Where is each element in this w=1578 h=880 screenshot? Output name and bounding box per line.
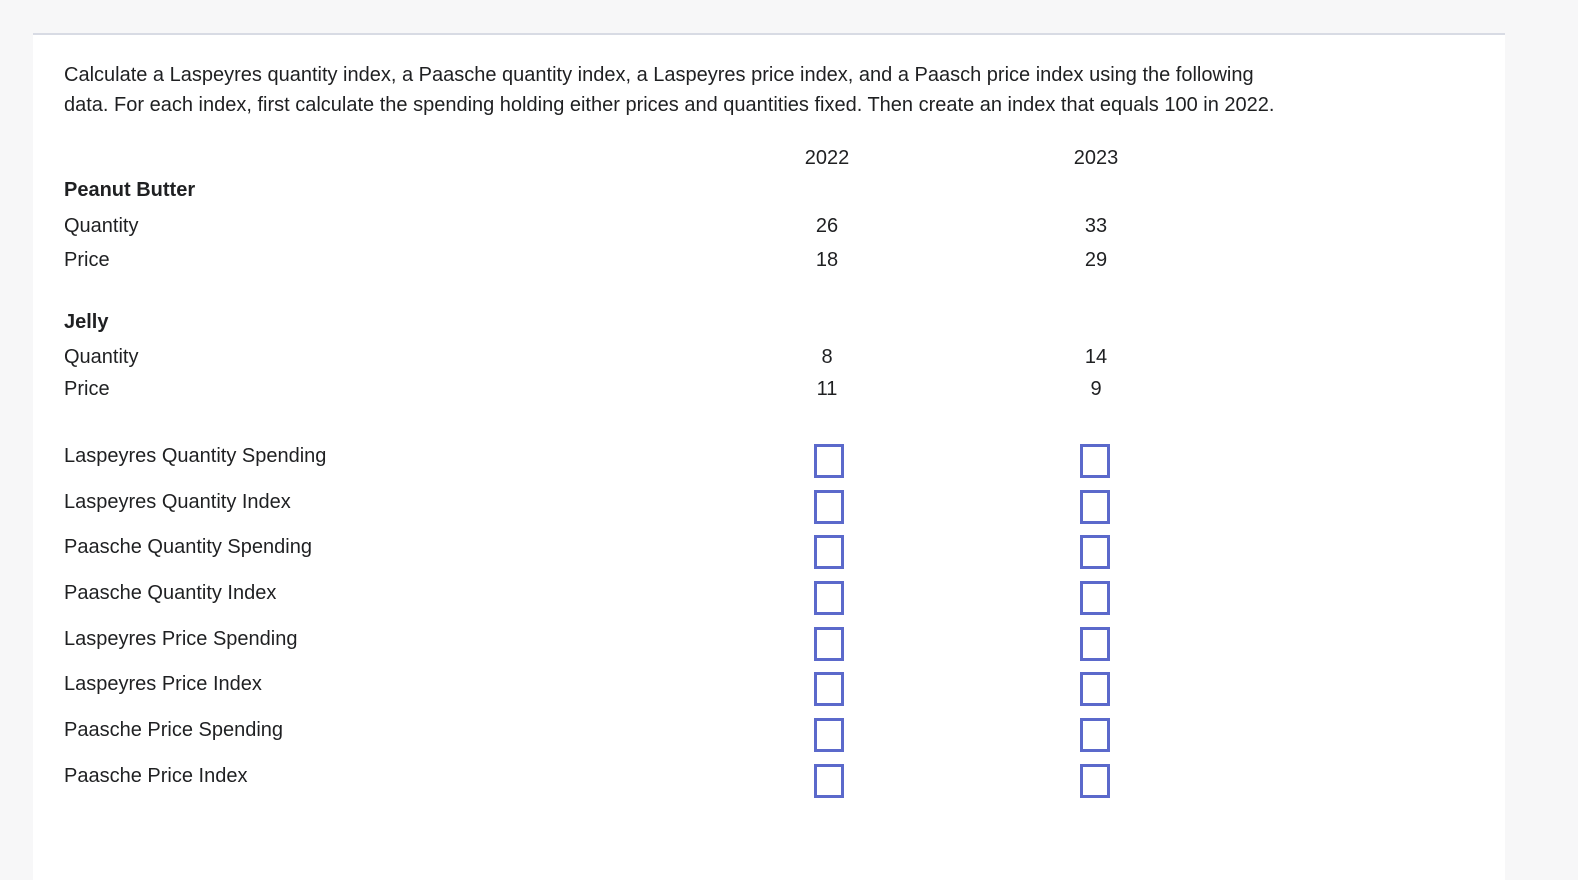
value-jelly-quantity-2023: 14 bbox=[1084, 346, 1108, 368]
answer-row-laspeyres-quantity-spending: Laspeyres Quantity Spending bbox=[64, 444, 1505, 478]
input-laspeyres-price-spending-2022[interactable] bbox=[814, 627, 844, 661]
answer-label: Paasche Quantity Spending bbox=[64, 536, 312, 558]
value-jelly-quantity-2022: 8 bbox=[821, 346, 833, 368]
value-pb-quantity-2023: 33 bbox=[1084, 215, 1108, 237]
answer-label: Paasche Price Spending bbox=[64, 719, 284, 741]
question-line-2: data. For each index, first calculate th… bbox=[64, 94, 1275, 116]
question-card: Calculate a Laspeyres quantity index, a … bbox=[33, 33, 1505, 880]
answer-label: Laspeyres Price Index bbox=[64, 673, 262, 695]
year-header-2022: 2022 bbox=[804, 147, 850, 169]
product-row-jelly: Jelly bbox=[64, 310, 1505, 334]
answer-row-laspeyres-quantity-index: Laspeyres Quantity Index bbox=[64, 490, 1505, 524]
input-paasche-price-index-2023[interactable] bbox=[1080, 764, 1110, 798]
input-paasche-price-spending-2023[interactable] bbox=[1080, 718, 1110, 752]
answer-row-paasche-price-spending: Paasche Price Spending bbox=[64, 718, 1505, 752]
answer-row-paasche-quantity-index: Paasche Quantity Index bbox=[64, 581, 1505, 615]
answer-label: Laspeyres Price Spending bbox=[64, 628, 298, 650]
input-paasche-quantity-spending-2022[interactable] bbox=[814, 535, 844, 569]
year-header-row: 2022 2023 bbox=[64, 146, 1505, 170]
input-laspeyres-price-spending-2023[interactable] bbox=[1080, 627, 1110, 661]
product-name-peanut-butter: Peanut Butter bbox=[64, 179, 196, 201]
input-laspeyres-quantity-spending-2023[interactable] bbox=[1080, 444, 1110, 478]
input-laspeyres-quantity-index-2022[interactable] bbox=[814, 490, 844, 524]
input-laspeyres-quantity-index-2023[interactable] bbox=[1080, 490, 1110, 524]
row-label-price: Price bbox=[64, 378, 110, 400]
answer-row-paasche-price-index: Paasche Price Index bbox=[64, 764, 1505, 798]
value-pb-quantity-2022: 26 bbox=[815, 215, 839, 237]
answer-label: Paasche Price Index bbox=[64, 765, 248, 787]
product-row-peanut-butter: Peanut Butter bbox=[64, 178, 1505, 202]
input-paasche-price-index-2022[interactable] bbox=[814, 764, 844, 798]
input-paasche-quantity-index-2022[interactable] bbox=[814, 581, 844, 615]
answer-row-laspeyres-price-spending: Laspeyres Price Spending bbox=[64, 627, 1505, 661]
data-row-jelly-price: Price 11 9 bbox=[64, 377, 1505, 401]
row-label-price: Price bbox=[64, 249, 110, 271]
question-line-1: Calculate a Laspeyres quantity index, a … bbox=[64, 64, 1254, 86]
input-laspeyres-price-index-2022[interactable] bbox=[814, 672, 844, 706]
value-pb-price-2022: 18 bbox=[815, 249, 839, 271]
question-text: Calculate a Laspeyres quantity index, a … bbox=[64, 60, 1274, 120]
data-row-peanut-butter-price: Price 18 29 bbox=[64, 248, 1505, 272]
input-paasche-price-spending-2022[interactable] bbox=[814, 718, 844, 752]
value-pb-price-2023: 29 bbox=[1084, 249, 1108, 271]
answer-label: Paasche Quantity Index bbox=[64, 582, 277, 604]
value-jelly-price-2023: 9 bbox=[1090, 378, 1102, 400]
input-paasche-quantity-index-2023[interactable] bbox=[1080, 581, 1110, 615]
data-row-peanut-butter-quantity: Quantity 26 33 bbox=[64, 214, 1505, 238]
data-row-jelly-quantity: Quantity 8 14 bbox=[64, 345, 1505, 369]
row-label-quantity: Quantity bbox=[64, 346, 139, 368]
value-jelly-price-2022: 11 bbox=[816, 378, 838, 400]
input-laspeyres-quantity-spending-2022[interactable] bbox=[814, 444, 844, 478]
input-laspeyres-price-index-2023[interactable] bbox=[1080, 672, 1110, 706]
answer-label: Laspeyres Quantity Spending bbox=[64, 445, 327, 467]
product-name-jelly: Jelly bbox=[64, 311, 109, 333]
answer-row-laspeyres-price-index: Laspeyres Price Index bbox=[64, 672, 1505, 706]
answer-row-paasche-quantity-spending: Paasche Quantity Spending bbox=[64, 535, 1505, 569]
year-header-2023: 2023 bbox=[1073, 147, 1119, 169]
input-paasche-quantity-spending-2023[interactable] bbox=[1080, 535, 1110, 569]
answer-label: Laspeyres Quantity Index bbox=[64, 491, 291, 513]
row-label-quantity: Quantity bbox=[64, 215, 139, 237]
